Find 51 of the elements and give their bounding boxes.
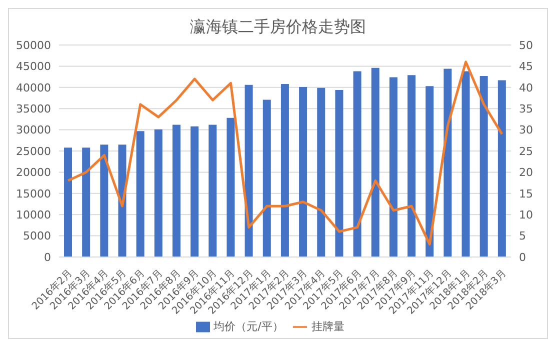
bar: [208, 124, 217, 257]
y2-tick-label: 25: [519, 144, 533, 158]
bar: [244, 84, 253, 257]
y2-tick-label: 40: [519, 81, 533, 94]
bar: [408, 75, 416, 257]
y2-tick-label: 5: [519, 230, 526, 243]
bar: [371, 68, 380, 257]
y-tick-label: 45000: [16, 60, 51, 74]
bar: [154, 129, 162, 257]
y-tick-label: 0: [44, 250, 51, 264]
bar: [299, 86, 308, 257]
bar: [389, 77, 398, 257]
bar: [480, 76, 488, 257]
bar: [118, 144, 126, 257]
y2-tick-label: 10: [519, 208, 533, 222]
y-tick-label: 35000: [16, 102, 51, 116]
y-tick-label: 30000: [16, 124, 51, 137]
y-tick-label: 10000: [16, 208, 51, 222]
legend-label: 挂牌量: [311, 320, 344, 333]
bar: [226, 118, 235, 257]
y-tick-label: 50000: [16, 38, 51, 52]
line-series: [66, 60, 504, 246]
y-tick-label: 20000: [16, 166, 51, 180]
y-tick-label: 5000: [23, 230, 51, 243]
bar: [136, 131, 144, 257]
bar: [462, 71, 470, 257]
bar: [172, 124, 180, 257]
y2-tick-label: 45: [519, 60, 533, 74]
bar: [100, 144, 108, 257]
bar: [262, 100, 271, 257]
y2-tick-label: 20: [519, 166, 533, 180]
bar: [426, 86, 434, 257]
bar: [444, 68, 452, 257]
bar: [498, 80, 506, 257]
y2-tick-label: 35: [519, 102, 533, 116]
y-tick-label: 15000: [16, 187, 51, 200]
y-tick-label: 40000: [16, 81, 51, 94]
y2-tick-label: 0: [519, 250, 526, 264]
bar: [335, 90, 344, 257]
bar: [82, 148, 90, 257]
chart-title: 瀛海镇二手房价格走势图: [189, 17, 367, 38]
bar: [353, 71, 362, 257]
y2-tick-label: 15: [519, 187, 533, 200]
y2-tick-label: 30: [519, 124, 533, 137]
y2-tick-label: 50: [519, 38, 533, 52]
bar: [190, 126, 199, 257]
legend-label: 均价（元/平）: [214, 320, 284, 333]
bar: [280, 84, 289, 257]
bar: [64, 148, 72, 257]
bar: [317, 88, 326, 257]
y-tick-label: 25000: [16, 144, 51, 158]
